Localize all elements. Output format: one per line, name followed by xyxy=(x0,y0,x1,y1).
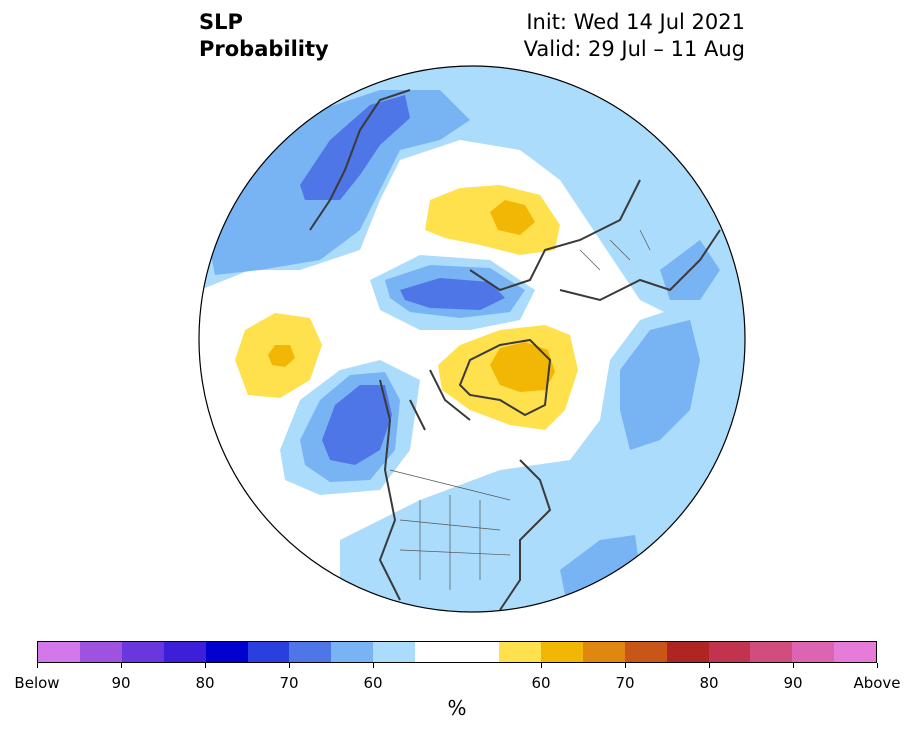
colorbar-tick-mark xyxy=(373,663,374,668)
map-title: SLP Probability xyxy=(199,9,329,63)
colorbar-tick-label: 70 xyxy=(615,674,635,692)
above-60-region-siberia xyxy=(490,200,535,235)
colorbar-segment xyxy=(666,642,709,662)
colorbar-tick-label: 80 xyxy=(195,674,215,692)
colorbar-tick-mark xyxy=(625,663,626,668)
below-60-region-atlantic xyxy=(620,320,700,450)
colorbar-segment xyxy=(582,642,625,662)
forecast-dates: Init: Wed 14 Jul 2021 Valid: 29 Jul – 11… xyxy=(524,9,745,63)
colorbar-tick-label: Below xyxy=(14,674,60,692)
colorbar-tick-mark xyxy=(793,663,794,668)
colorbar-segment xyxy=(750,642,793,662)
coastline-greenland xyxy=(458,338,552,417)
colorbar-segment xyxy=(834,642,877,662)
colorbar-segment xyxy=(79,642,122,662)
above-60-region-pacific xyxy=(268,345,295,367)
coastline-north-america-west xyxy=(378,379,401,601)
above-60-region-greenland xyxy=(490,342,555,392)
colorbar xyxy=(37,641,877,663)
border-us-canada xyxy=(389,469,511,501)
border-us-states xyxy=(399,495,511,590)
colorbar-segment xyxy=(121,642,164,662)
colorbar-segment xyxy=(373,642,416,662)
coastline-north-america-east xyxy=(499,459,552,611)
valid-range: Valid: 29 Jul – 11 Aug xyxy=(523,37,745,61)
colorbar-segment xyxy=(38,642,80,662)
colorbar-tick-mark xyxy=(541,663,542,668)
colorbar-unit-label: % xyxy=(447,696,467,720)
probability-field xyxy=(199,66,745,612)
colorbar-tick-label: 70 xyxy=(279,674,299,692)
colorbar-tick-mark xyxy=(877,663,878,668)
below-70-region-arctic xyxy=(400,278,505,310)
colorbar-tick-label: 90 xyxy=(111,674,131,692)
colorbar-tick-mark xyxy=(709,663,710,668)
above-light-region-siberia xyxy=(425,185,560,255)
colorbar-segment xyxy=(289,642,332,662)
colorbar-tick-mark xyxy=(289,663,290,668)
colorbar-tick-mark xyxy=(37,663,38,668)
below-70-region-pacific xyxy=(322,385,392,465)
colorbar-segment xyxy=(331,642,374,662)
coastline-asia-north xyxy=(469,179,641,292)
init-date: Init: Wed 14 Jul 2021 xyxy=(526,10,745,34)
colorbar-segment xyxy=(498,642,541,662)
colorbar-segment xyxy=(624,642,667,662)
colorbar-segment xyxy=(457,642,499,662)
colorbar-segment xyxy=(792,642,835,662)
colorbar-segment xyxy=(205,642,248,662)
title-line-1: SLP xyxy=(199,10,243,34)
below-70-region-nw xyxy=(300,95,410,200)
colorbar-segment xyxy=(540,642,583,662)
colorbar-tick-label: 80 xyxy=(699,674,719,692)
coastlines xyxy=(309,89,721,611)
coastline-europe xyxy=(559,229,721,302)
coastline-alaska xyxy=(309,89,411,231)
border-europe xyxy=(579,229,651,271)
map-boundary xyxy=(198,65,746,613)
colorbar-segment xyxy=(708,642,751,662)
colorbar-tick-label: 90 xyxy=(783,674,803,692)
colorbar-tick-label: 60 xyxy=(531,674,551,692)
borders xyxy=(389,229,651,590)
colorbar-segment xyxy=(163,642,206,662)
coastline-arctic-islands xyxy=(409,369,471,431)
polar-map xyxy=(198,65,746,613)
colorbar-tick-label: 60 xyxy=(363,674,383,692)
colorbar-tick-mark xyxy=(121,663,122,668)
title-line-2: Probability xyxy=(199,37,329,61)
colorbar-tick-mark xyxy=(205,663,206,668)
colorbar-segment xyxy=(415,642,458,662)
colorbar-segment xyxy=(247,642,290,662)
colorbar-tick-label: Above xyxy=(853,674,901,692)
